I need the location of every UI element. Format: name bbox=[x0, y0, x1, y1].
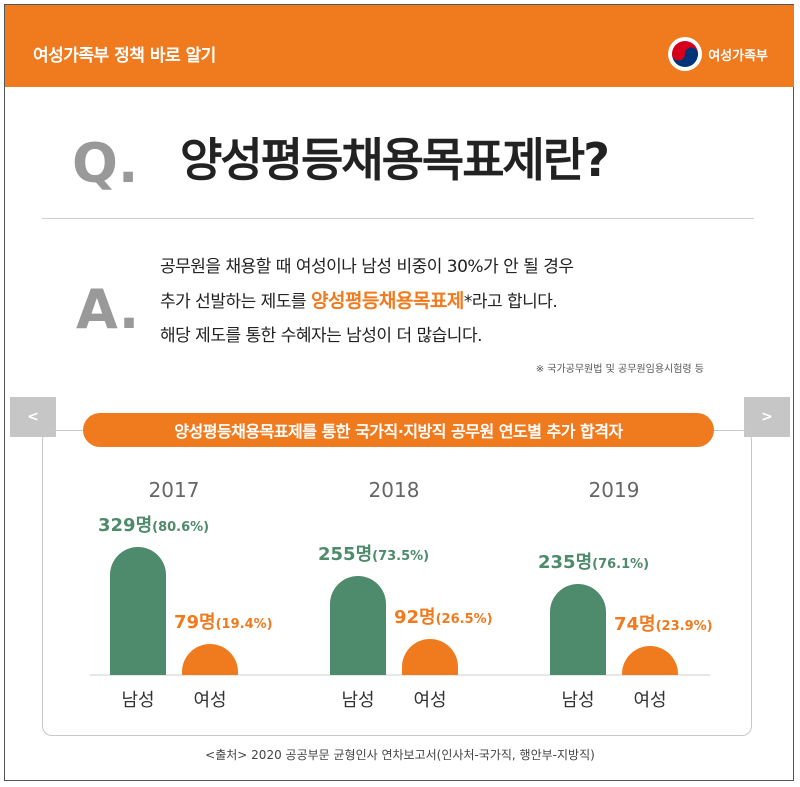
female-category-label-2019: 여성 bbox=[633, 690, 666, 711]
answer-line-2-pre: 추가 선발하는 제도를 bbox=[160, 292, 311, 312]
female-value-label-2017: 79명(19.4%) bbox=[174, 612, 273, 633]
footnote: ※ 국가공무원법 및 공무원임용시험령 등 bbox=[535, 364, 704, 375]
divider bbox=[42, 218, 754, 219]
female-value-label-2019: 74명(23.9%) bbox=[614, 614, 713, 635]
next-button[interactable]: > bbox=[744, 397, 790, 437]
chart-title: 양성평등채용목표제를 통한 국가직·지방직 공무원 연도별 추가 합격자 bbox=[83, 413, 714, 447]
logo: 여성가족부 bbox=[668, 37, 768, 71]
q-letter: Q. bbox=[72, 132, 139, 195]
male-value-label-2019: 235명(76.1%) bbox=[538, 552, 649, 573]
female-value-label-2018: 92명(26.5%) bbox=[394, 607, 493, 628]
answer-line-2-post: *라고 합니다. bbox=[463, 292, 558, 312]
male-category-label-2018: 남성 bbox=[341, 690, 374, 711]
year-label-2017: 2017 bbox=[149, 478, 200, 502]
male-bar-2017 bbox=[110, 547, 166, 675]
female-bar-2019 bbox=[622, 646, 678, 675]
answer-highlight: 양성평등채용목표제 bbox=[310, 290, 464, 312]
male-category-label-2017: 남성 bbox=[121, 690, 154, 711]
header-bar: 여성가족부 정책 바로 알기 여성가족부 bbox=[5, 5, 794, 87]
male-value-label-2017: 329명(80.6%) bbox=[98, 515, 209, 536]
frame bbox=[4, 4, 794, 781]
taegeuk-logo-icon bbox=[668, 37, 703, 71]
a-letter: A. bbox=[76, 278, 140, 341]
male-value-label-2018: 255명(73.5%) bbox=[318, 544, 429, 565]
header-title: 여성가족부 정책 바로 알기 bbox=[33, 46, 216, 66]
female-bar-2017 bbox=[182, 644, 238, 675]
female-category-label-2017: 여성 bbox=[193, 690, 226, 711]
logo-text: 여성가족부 bbox=[708, 48, 768, 64]
female-bar-2018 bbox=[402, 639, 458, 675]
answer-line-2: 추가 선발하는 제도를 양성평등채용목표제*라고 합니다. bbox=[160, 284, 574, 319]
source-text: <출처> 2020 공공부문 균형인사 연차보고서(인사처-국가직, 행안부-지… bbox=[205, 748, 595, 762]
answer-text: 공무원을 채용할 때 여성이나 남성 비중이 30%가 안 될 경우 추가 선발… bbox=[160, 250, 574, 353]
female-category-label-2018: 여성 bbox=[413, 690, 446, 711]
year-label-2018: 2018 bbox=[369, 478, 420, 502]
male-bar-2019 bbox=[550, 584, 606, 675]
answer-line-3: 해당 제도를 통한 수혜자는 남성이 더 많습니다. bbox=[160, 326, 482, 346]
male-category-label-2019: 남성 bbox=[561, 690, 594, 711]
answer-line-1: 공무원을 채용할 때 여성이나 남성 비중이 30%가 안 될 경우 bbox=[160, 257, 574, 277]
year-label-2019: 2019 bbox=[589, 478, 640, 502]
male-bar-2018 bbox=[330, 576, 386, 675]
question-title: 양성평등채용목표제란? bbox=[180, 133, 610, 187]
